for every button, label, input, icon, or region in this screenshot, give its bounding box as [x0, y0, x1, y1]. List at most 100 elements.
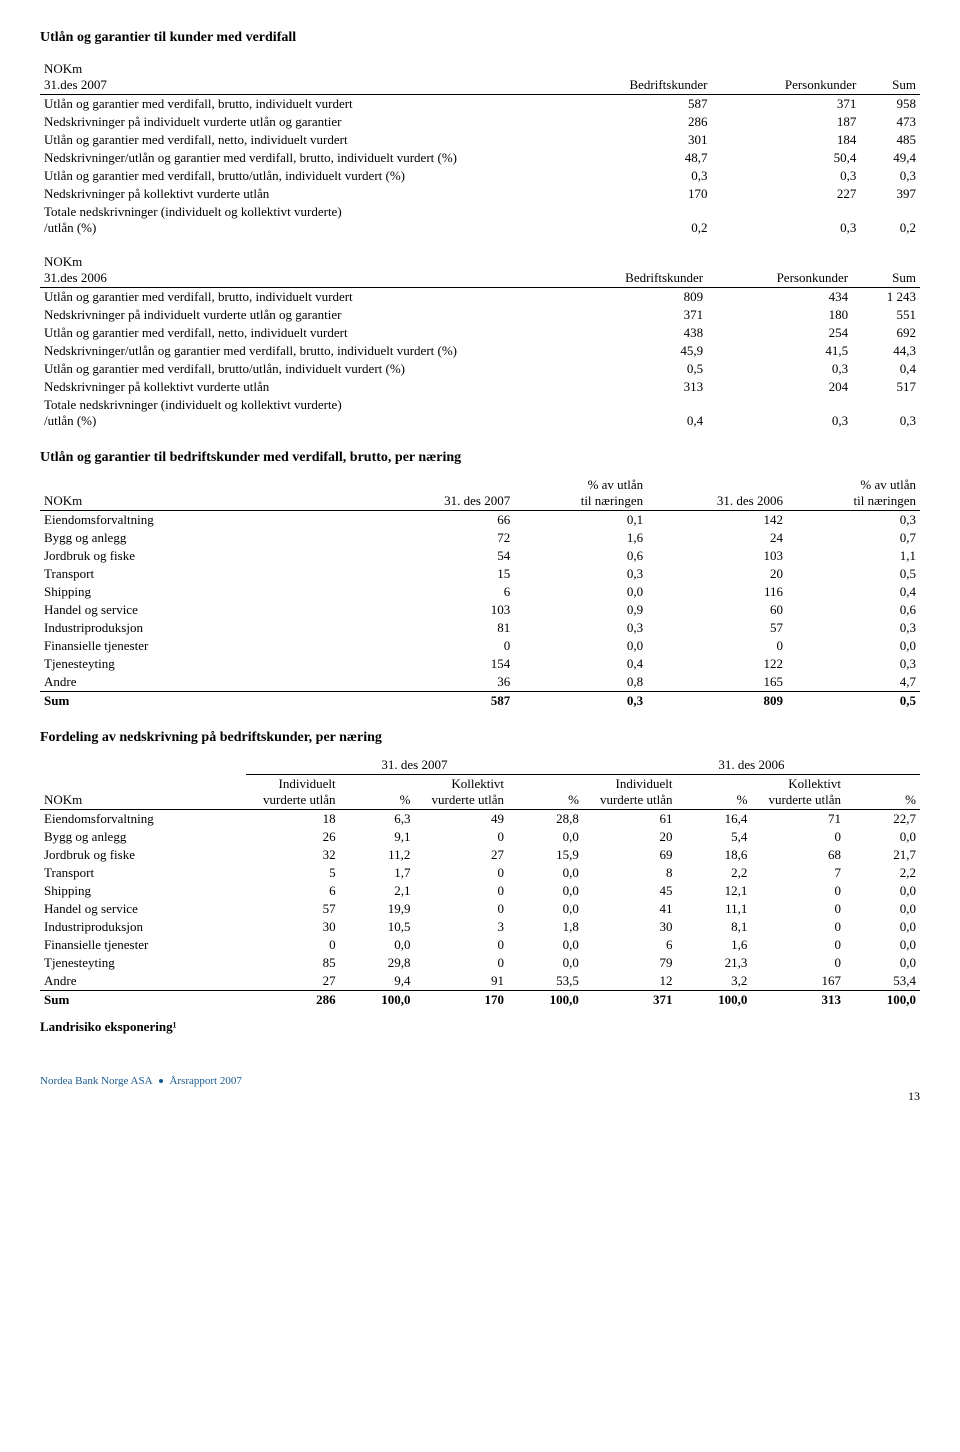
row-label: Nedskrivninger/utlån og garantier med ve… [40, 342, 550, 360]
cell: 0,0 [845, 936, 920, 954]
cell: 286 [550, 113, 711, 131]
cell: 30 [583, 918, 677, 936]
cell: 69 [583, 846, 677, 864]
col-header: Bedriftskunder [550, 60, 711, 95]
cell: 5 [246, 864, 340, 882]
table-row: Totale nedskrivninger (individuelt og ko… [40, 396, 920, 430]
table-row: Transport150,3200,5 [40, 565, 920, 583]
unit-cell: NOKm31.des 2006 [40, 253, 550, 288]
col-header: Bedriftskunder [550, 253, 707, 288]
cell: 44,3 [852, 342, 920, 360]
cell: 15,9 [508, 846, 583, 864]
cell: 57 [246, 900, 340, 918]
cell: 227 [711, 185, 860, 203]
cell: 0,0 [845, 882, 920, 900]
cell: 21,3 [677, 954, 752, 972]
cell: 0,1 [514, 511, 647, 530]
cell: 5,4 [677, 828, 752, 846]
sum-val: 100,0 [845, 991, 920, 1010]
cell: 116 [647, 583, 787, 601]
footer-company: Nordea Bank Norge ASA [40, 1075, 152, 1087]
cell: 20 [647, 565, 787, 583]
row-label: Nedskrivninger på kollektivt vurderte ut… [40, 378, 550, 396]
cell: 473 [860, 113, 920, 131]
cell: 85 [246, 954, 340, 972]
col-header: % av utlåntil næringen [514, 476, 647, 511]
cell: 22,7 [845, 810, 920, 829]
cell: 0,0 [845, 918, 920, 936]
cell: 2,1 [340, 882, 415, 900]
row-label: Bygg og anlegg [40, 828, 246, 846]
cell: 0 [751, 918, 845, 936]
cell: 54 [374, 547, 514, 565]
unit-cell: NOKm [40, 476, 374, 511]
table-row: Bygg og anlegg269,100,0205,400,0 [40, 828, 920, 846]
cell: 18,6 [677, 846, 752, 864]
cell: 60 [647, 601, 787, 619]
col-header: % av utlåntil næringen [787, 476, 920, 511]
row-label: Tjenesteyting [40, 655, 374, 673]
table-row: Totale nedskrivninger (individuelt og ko… [40, 203, 920, 237]
cell: 0 [751, 882, 845, 900]
cell: 170 [550, 185, 711, 203]
cell: 72 [374, 529, 514, 547]
sub-header: Kollektivtvurderte utlån [414, 775, 508, 810]
cell: 61 [583, 810, 677, 829]
row-label: Andre [40, 972, 246, 991]
cell: 0 [414, 954, 508, 972]
cell: 0,3 [860, 167, 920, 185]
cell: 0,3 [787, 619, 920, 637]
cell: 2,2 [677, 864, 752, 882]
cell: 184 [711, 131, 860, 149]
sum-val: 100,0 [508, 991, 583, 1010]
row-label: Totale nedskrivninger (individuelt og ko… [40, 396, 550, 430]
cell: 12,1 [677, 882, 752, 900]
cell: 3,2 [677, 972, 752, 991]
row-label: Totale nedskrivninger (individuelt og ko… [40, 203, 550, 237]
row-label: Utlån og garantier med verdifall, netto,… [40, 131, 550, 149]
cell: 0,0 [508, 828, 583, 846]
cell: 9,1 [340, 828, 415, 846]
cell: 0,6 [787, 601, 920, 619]
cell: 0,4 [787, 583, 920, 601]
row-label: Finansielle tjenester [40, 936, 246, 954]
cell: 0,0 [508, 936, 583, 954]
cell: 1,6 [514, 529, 647, 547]
cell: 10,5 [340, 918, 415, 936]
cell: 0,0 [340, 936, 415, 954]
cell: 0,3 [852, 396, 920, 430]
cell: 45 [583, 882, 677, 900]
table-row: Nedskrivninger på individuelt vurderte u… [40, 113, 920, 131]
table-row: Shipping60,01160,4 [40, 583, 920, 601]
cell: 27 [414, 846, 508, 864]
cell: 8,1 [677, 918, 752, 936]
cell: 0,3 [514, 565, 647, 583]
footer: Nordea Bank Norge ASA Årsrapport 2007 [40, 1075, 920, 1087]
cell: 11,1 [677, 900, 752, 918]
cell: 0,0 [845, 900, 920, 918]
cell: 4,7 [787, 673, 920, 692]
table-row: Nedskrivninger på individuelt vurderte u… [40, 306, 920, 324]
cell: 0,3 [707, 396, 852, 430]
unit-cell: NOKm31.des 2007 [40, 60, 550, 95]
cell: 53,5 [508, 972, 583, 991]
cell: 91 [414, 972, 508, 991]
sum-val: 371 [583, 991, 677, 1010]
table-row: Utlån og garantier med verdifall, netto,… [40, 131, 920, 149]
cell: 0,4 [514, 655, 647, 673]
table-row: Utlån og garantier med verdifall, brutto… [40, 95, 920, 114]
col-header: Sum [852, 253, 920, 288]
cell: 53,4 [845, 972, 920, 991]
table-row: Bygg og anlegg721,6240,7 [40, 529, 920, 547]
table-row: Utlån og garantier med verdifall, brutto… [40, 360, 920, 378]
cell: 434 [707, 288, 852, 307]
cell: 6 [246, 882, 340, 900]
cell: 9,4 [340, 972, 415, 991]
cell: 397 [860, 185, 920, 203]
cell: 0,0 [508, 900, 583, 918]
cell: 0,9 [514, 601, 647, 619]
row-label: Utlån og garantier med verdifall, brutto… [40, 288, 550, 307]
sum-val: 587 [374, 692, 514, 711]
row-label: Nedskrivninger på individuelt vurderte u… [40, 306, 550, 324]
row-label: Handel og service [40, 900, 246, 918]
